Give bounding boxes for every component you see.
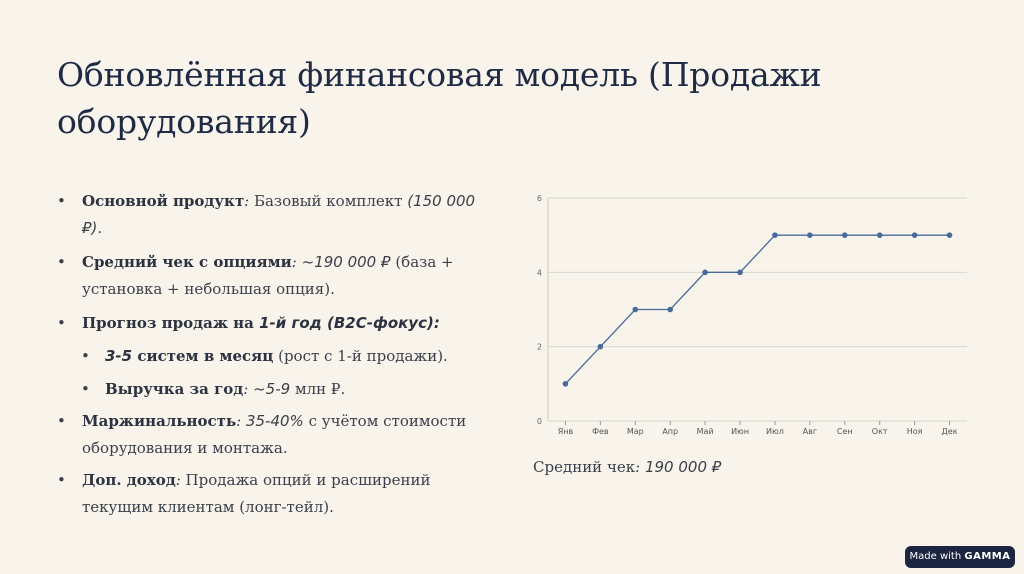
bullet-dot: • xyxy=(57,412,66,430)
bullet-body: Базовый комплект xyxy=(249,192,408,210)
bullet-item: • Средний чек с опциями: ~190 000 ₽ (баз… xyxy=(57,249,497,303)
bullet-bold-label: Выручка за год xyxy=(105,380,244,398)
x-tick-label: Авг xyxy=(803,427,817,436)
bullet-text: Маржинальность: 35-40% с учётом стоимост… xyxy=(57,408,497,462)
slide-title: Обновлённая финансовая модель (Продажи о… xyxy=(57,55,822,141)
bullet-value: ~5-9 xyxy=(248,380,291,398)
bullet-bold-italic: 1-й год (B2C-фокус): xyxy=(259,314,440,332)
caption-separator: : xyxy=(635,458,641,476)
data-point xyxy=(807,232,813,238)
data-point xyxy=(841,232,848,238)
x-tick-label: Ноя xyxy=(907,427,923,436)
bullet-dot: • xyxy=(57,253,66,271)
bullet-body: Продажа опций и расширений текущим клиен… xyxy=(82,471,431,516)
bullet-text: Прогноз продаж на 1-й год (B2C-фокус): xyxy=(57,310,497,337)
x-tick-label: Июн xyxy=(731,427,749,436)
data-point xyxy=(946,232,953,238)
x-tick-label: Дек xyxy=(942,427,958,436)
bullet-bold-label: Маржинальность xyxy=(82,412,237,430)
bullet-bold-label: Основной продукт xyxy=(82,192,245,210)
bullet-dot: • xyxy=(57,471,66,489)
bullet-bold-label: систем в месяц xyxy=(132,347,274,365)
bullet-bold-label: Прогноз продаж на xyxy=(82,314,260,332)
bullet-bold-label: Доп. доход xyxy=(82,471,176,489)
bullet-separator: : xyxy=(291,253,297,271)
data-point xyxy=(632,306,639,313)
sub-bullet-item: • Выручка за год: ~5-9 млн ₽. xyxy=(57,376,497,403)
average-check-caption: Средний чек: 190 000 ₽ xyxy=(533,458,721,476)
gamma-logo: GAMMA xyxy=(964,551,1011,562)
data-point xyxy=(562,381,569,387)
bullet-body: с учётом стоимости оборудования и монтаж… xyxy=(82,412,467,457)
sales-chart: 0 2 4 6 Янв Фев Мар Апр Май Июн Июл Авг Сен Окт Ноя Дек xyxy=(530,190,980,440)
bullet-dot: • xyxy=(81,347,90,365)
bullet-item: • Прогноз продаж на 1-й год (B2C-фокус): xyxy=(57,310,497,337)
bullet-bold-label: Средний чек с опциями xyxy=(82,253,292,271)
badge-made-with: Made with xyxy=(909,551,962,562)
data-point xyxy=(876,232,883,238)
y-tick-label: 0 xyxy=(537,417,542,426)
bullet-item: • Маржинальность: 35-40% с учётом стоимо… xyxy=(57,408,497,462)
bullet-tail: . xyxy=(97,219,103,237)
made-with-gamma-badge[interactable]: Made with GAMMA xyxy=(905,546,1015,568)
bullet-value: 3-5 xyxy=(105,347,133,365)
bullet-text: Выручка за год: ~5-9 млн ₽. xyxy=(57,376,497,403)
bullet-separator: : xyxy=(244,192,250,210)
bullet-body: млн ₽. xyxy=(290,380,346,398)
bullet-dot: • xyxy=(81,380,90,398)
y-tick-label: 6 xyxy=(537,194,542,203)
bullet-text: Средний чек с опциями: ~190 000 ₽ (база … xyxy=(57,249,497,303)
bullet-value: (150 000 ₽) xyxy=(82,192,476,237)
sub-bullet-item: • 3-5 систем в месяц (рост с 1-й продажи… xyxy=(57,343,497,370)
x-tick-label: Апр xyxy=(662,427,678,436)
x-tick-label: Мар xyxy=(627,427,644,436)
bullet-separator: : xyxy=(243,380,249,398)
bullet-text: Доп. доход: Продажа опций и расширений т… xyxy=(57,467,497,521)
data-point xyxy=(772,232,778,238)
bullet-item: • Доп. доход: Продажа опций и расширений… xyxy=(57,467,497,521)
data-point xyxy=(911,232,918,238)
bullet-dot: • xyxy=(57,192,66,210)
x-tick-label: Сен xyxy=(837,427,853,436)
x-tick-label: Фев xyxy=(592,427,609,436)
series-line xyxy=(564,234,950,385)
bullet-value: 35-40% xyxy=(241,412,304,430)
x-tick-label: Янв xyxy=(558,427,574,436)
data-point xyxy=(737,269,743,276)
bullet-item: • Основной продукт: Базовый комплект (15… xyxy=(57,188,497,242)
x-tick-label: Окт xyxy=(872,427,888,436)
data-point xyxy=(702,269,708,276)
y-tick-label: 4 xyxy=(537,268,542,277)
y-tick-label: 2 xyxy=(537,343,542,352)
data-point xyxy=(597,343,604,350)
x-tick-label: Май xyxy=(697,427,714,436)
bullet-separator: : xyxy=(236,412,242,430)
line-chart: 0 2 4 6 Янв Фев Мар Апр Май Июн Июл Авг Сен Окт Ноя Дек xyxy=(537,194,967,436)
bullet-text: 3-5 систем в месяц (рост с 1-й продажи). xyxy=(57,343,497,370)
caption-label: Средний чек xyxy=(533,458,636,476)
bullet-tail: (база + установка + небольшая опция). xyxy=(82,253,454,298)
bullet-dot: • xyxy=(57,314,66,332)
data-point xyxy=(667,306,674,313)
caption-value: 190 000 ₽ xyxy=(640,458,722,476)
bullet-value: ~190 000 ₽ xyxy=(301,253,391,271)
bullet-text: Основной продукт: Базовый комплект (150 … xyxy=(57,188,497,242)
bullet-body: (рост с 1-й продажи). xyxy=(273,347,448,365)
bullet-separator: : xyxy=(175,471,181,489)
x-tick-label: Июл xyxy=(766,427,784,436)
